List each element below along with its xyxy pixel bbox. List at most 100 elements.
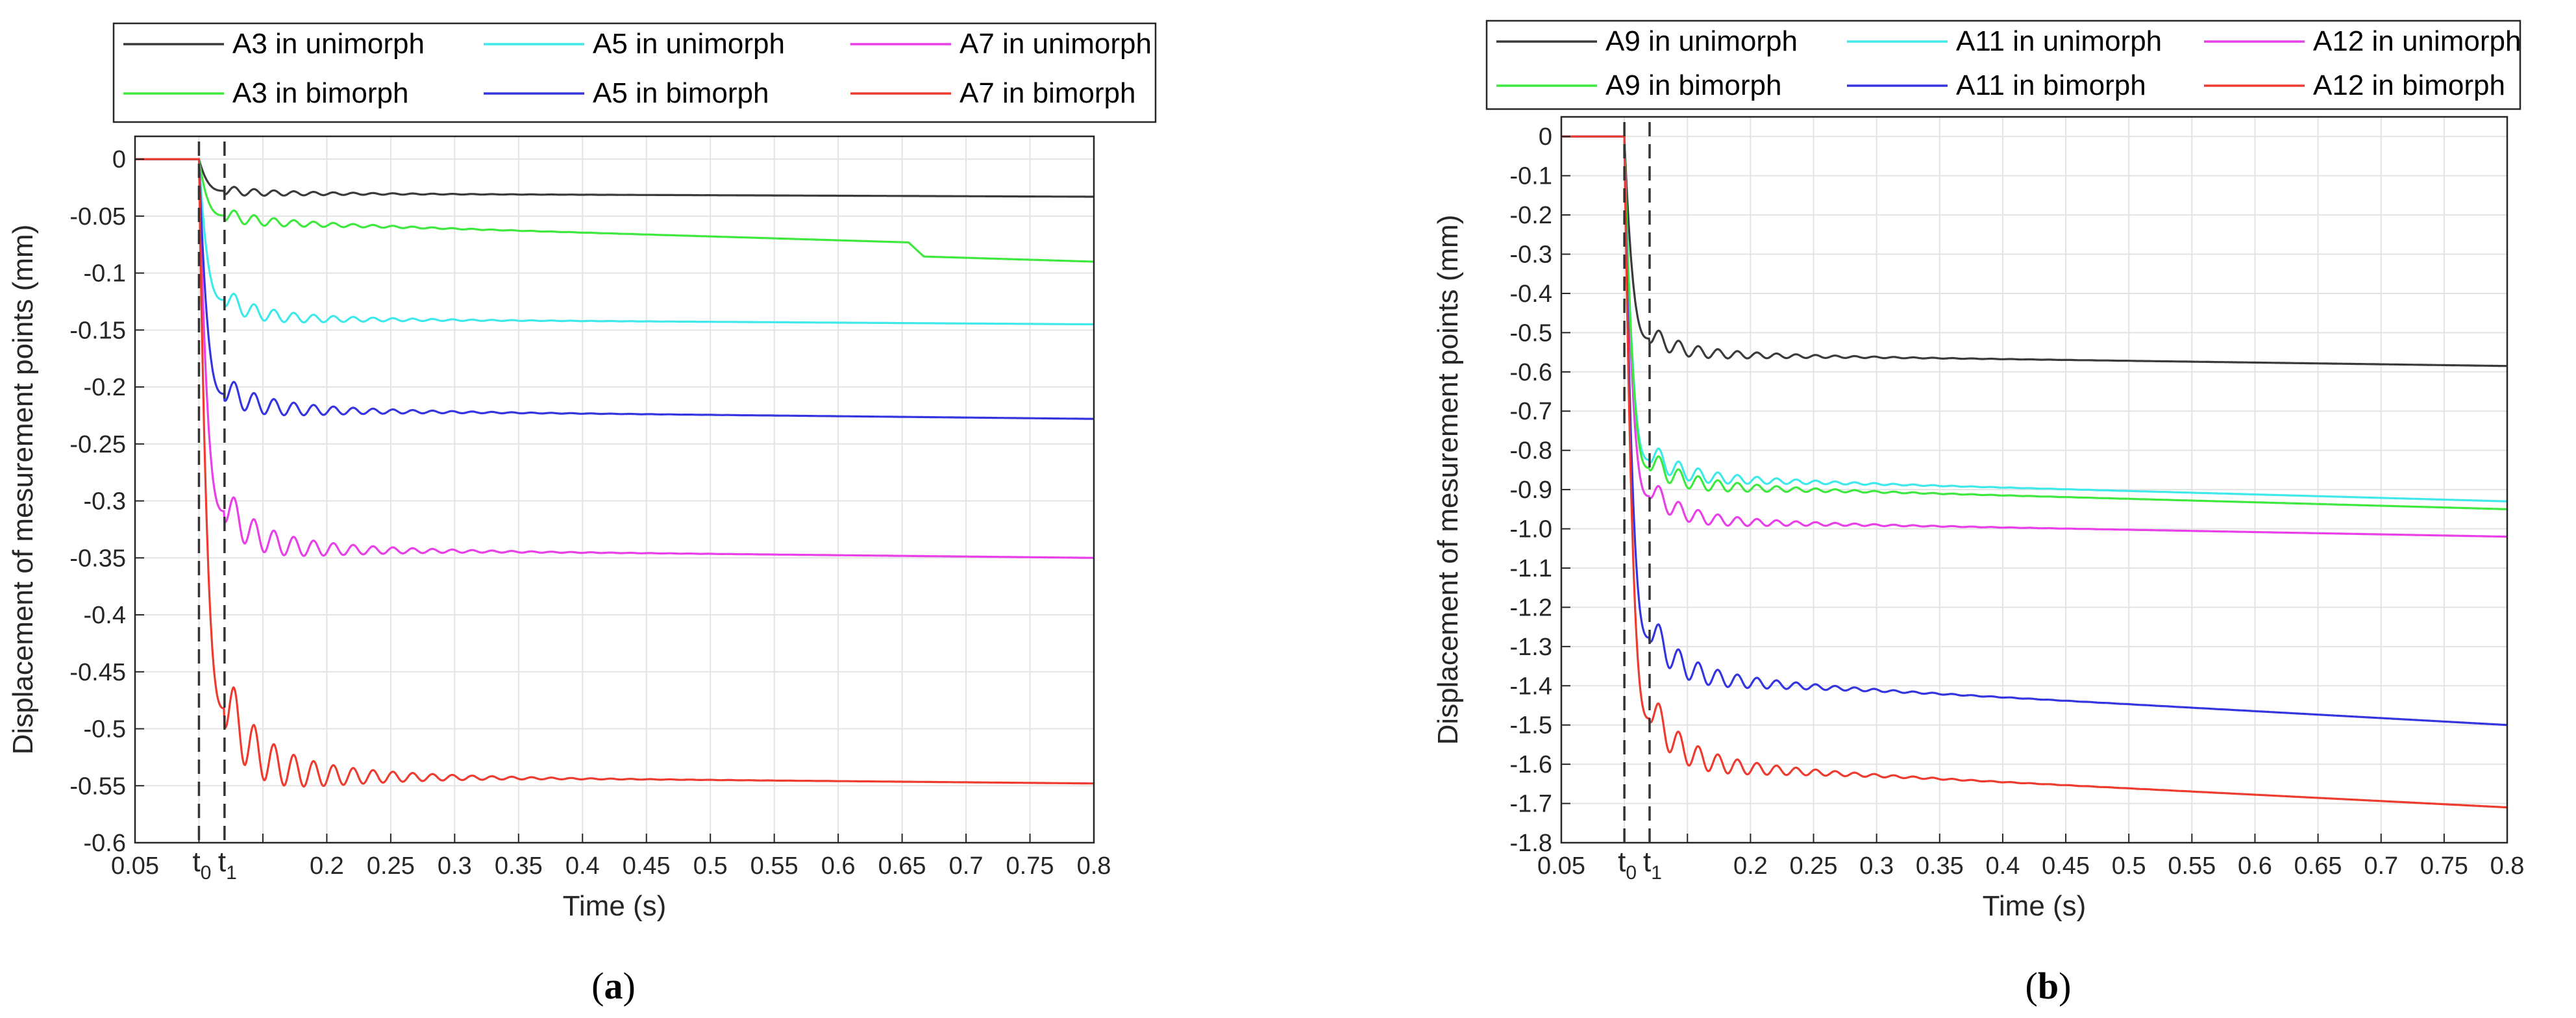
x-tick-label: 0.05	[1537, 852, 1585, 880]
y-tick-label: -0.05	[69, 203, 126, 230]
x-axis-label: Time (s)	[1983, 890, 2087, 922]
x-tick-label: 0.75	[1006, 852, 1054, 880]
y-tick-label: -0.45	[69, 659, 126, 686]
x-tick-label: 0.35	[495, 852, 543, 880]
x-tick-label: 0.3	[438, 852, 472, 880]
y-tick-label: -0.7	[1510, 398, 1552, 425]
x-tick-label: 0.25	[367, 852, 415, 880]
y-tick-label: -0.3	[84, 488, 126, 515]
caption-a: (a)	[591, 965, 636, 1007]
y-tick-label: -0.2	[84, 374, 126, 401]
x-tick-label: 0.65	[878, 852, 926, 880]
y-tick-label: -0.8	[1510, 438, 1552, 465]
plot-area	[1561, 117, 2507, 843]
y-tick-label: -1.0	[1510, 516, 1552, 543]
series-line-a5-in-bimorph	[135, 158, 1094, 420]
series-line-a7-in-unimorph	[135, 158, 1094, 559]
x-tick-label: 0.75	[2420, 852, 2468, 880]
y-tick-label: -0.2	[1510, 202, 1552, 229]
series-line-a11-in-bimorph	[1561, 135, 2507, 726]
series-line-a12-in-bimorph	[1561, 135, 2507, 809]
x-axis-label: Time (s)	[563, 890, 667, 922]
y-tick-label: -0.5	[1510, 319, 1552, 347]
series-line-a9-in-unimorph	[1561, 135, 2507, 367]
marker-label-t1: t1	[1643, 846, 1662, 884]
x-tick-label: 0.8	[1077, 852, 1111, 880]
y-tick-label: -0.25	[69, 431, 126, 458]
x-tick-label: 0.25	[1790, 852, 1838, 880]
x-tick-label: 0.3	[1859, 852, 1894, 880]
legend-label: A5 in bimorph	[593, 77, 769, 109]
axes-box	[134, 135, 1095, 844]
y-tick-label: -1.1	[1510, 555, 1552, 582]
marker-label-t0: t0	[192, 846, 211, 884]
marker-label-t0: t0	[1618, 846, 1637, 884]
legend: A3 in unimorph A5 in unimorph A7 in unimor…	[112, 22, 1157, 123]
legend-box	[1485, 19, 2521, 110]
x-tick-label: 0.7	[949, 852, 984, 880]
x-tick-label: 0.6	[821, 852, 856, 880]
y-tick-label: -0.6	[84, 830, 126, 857]
y-tick-label: -0.35	[69, 545, 126, 572]
legend-box	[112, 22, 1157, 123]
caption-b: (b)	[2025, 965, 2072, 1007]
legend: A9 in unimorph A11 in unimorph A12 in unim…	[1485, 19, 2521, 110]
x-tick-label: 0.8	[2490, 852, 2525, 880]
y-tick-label: -0.9	[1510, 477, 1552, 504]
chart-a: 0.05 0.2 0.25 0.3 0.35 0.4 0.45 0.5 0.55 0.6 0.65 0…	[7, 22, 1157, 922]
legend-label: A7 in unimorph	[960, 28, 1152, 60]
x-tick-label: 0.4	[565, 852, 600, 880]
marker-label-t1: t1	[218, 846, 237, 884]
axes-box	[1560, 116, 2508, 844]
y-tick-label: -0.5	[84, 716, 126, 743]
y-tick-label: -0.1	[84, 260, 126, 288]
x-tick-label: 0.7	[2364, 852, 2398, 880]
x-tick-label: 0.5	[2112, 852, 2146, 880]
legend-label: A7 in bimorph	[960, 77, 1135, 109]
x-tick-label: 0.4	[1986, 852, 2020, 880]
x-tick-label: 0.45	[2042, 852, 2090, 880]
series-line-a3-in-bimorph	[135, 158, 1094, 263]
y-tick-label: -0.3	[1510, 242, 1552, 269]
x-tick-label: 0.05	[111, 852, 159, 880]
y-tick-label: -0.4	[84, 602, 126, 629]
y-tick-label: -1.4	[1510, 673, 1552, 700]
x-tick-label: 0.2	[1733, 852, 1768, 880]
legend-label: A11 in unimorph	[1956, 25, 2162, 57]
legend-label: A12 in unimorph	[2313, 25, 2521, 57]
y-tick-label: -1.5	[1510, 712, 1552, 739]
x-tick-label: 0.55	[750, 852, 799, 880]
x-tick-label: 0.65	[2294, 852, 2342, 880]
x-tick-label: 0.2	[310, 852, 344, 880]
plot-area	[135, 136, 1094, 843]
legend-label: A3 in bimorph	[232, 77, 408, 109]
series-line-a3-in-unimorph	[135, 158, 1094, 198]
y-tick-label: -1.6	[1510, 751, 1552, 778]
x-tick-label: 0.6	[2238, 852, 2272, 880]
legend-label: A3 in unimorph	[232, 28, 425, 60]
legend-label: A11 in bimorph	[1956, 69, 2146, 101]
chart-b: 0.05 0.2 0.25 0.3 0.35 0.4 0.45 0.5 0.55 0.6 0.65 0…	[1432, 19, 2525, 922]
y-tick-label: -0.55	[69, 773, 126, 800]
y-axis-label: Displacement of mesurement points (mm)	[1432, 215, 1464, 745]
y-tick-label: -1.3	[1510, 634, 1552, 661]
legend-label: A9 in bimorph	[1605, 69, 1781, 101]
series-line-a9-in-bimorph	[1561, 135, 2507, 510]
x-tick-label: 0.35	[1916, 852, 1964, 880]
x-tick-label: 0.45	[623, 852, 671, 880]
y-tick-label: -0.1	[1510, 163, 1552, 190]
legend-label: A12 in bimorph	[2313, 69, 2505, 101]
y-tick-label: -0.4	[1510, 280, 1552, 308]
y-tick-label: -0.15	[69, 317, 126, 344]
y-tick-label: -1.7	[1510, 791, 1552, 818]
y-tick-label: -0.6	[1510, 359, 1552, 386]
x-tick-label: 0.55	[2168, 852, 2216, 880]
series-line-a12-in-unimorph	[1561, 135, 2507, 538]
legend-label: A5 in unimorph	[593, 28, 785, 60]
series-line-a7-in-bimorph	[135, 158, 1095, 788]
legend-label: A9 in unimorph	[1605, 25, 1798, 57]
y-tick-label: -1.8	[1510, 830, 1552, 857]
y-tick-label: 0	[112, 146, 126, 173]
y-axis-label: Displacement of mesurement points (mm)	[7, 225, 39, 755]
series-line-a5-in-unimorph	[135, 158, 1094, 326]
